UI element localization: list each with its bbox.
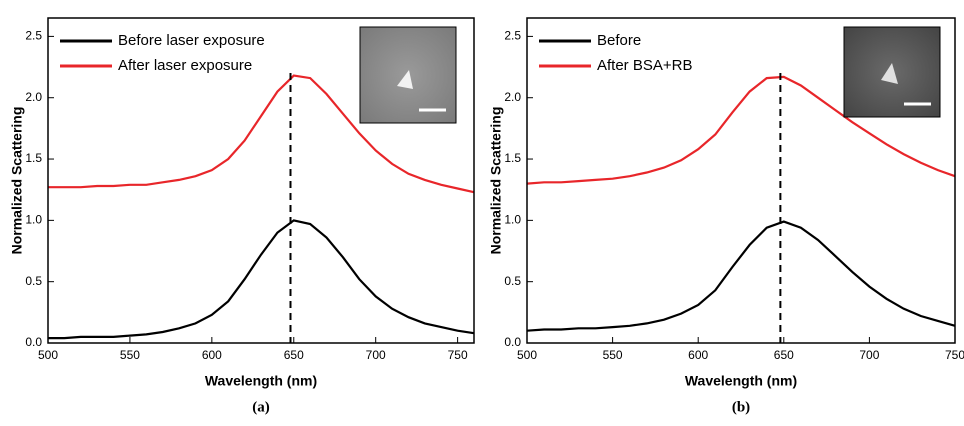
inset-a <box>359 26 457 124</box>
x-tick-label: 550 <box>120 348 140 362</box>
x-tick-label: 700 <box>859 348 879 362</box>
plot-frame <box>47 17 475 344</box>
plot-frame <box>526 17 956 344</box>
series-line <box>526 75 956 185</box>
series-line <box>526 220 956 332</box>
y-tick-label: 2.0 <box>25 90 42 104</box>
caption: (b) <box>732 399 750 415</box>
y-tick-label: 0.5 <box>25 274 42 288</box>
inset-b <box>843 26 941 118</box>
y-tick-label: 0.5 <box>504 274 521 288</box>
caption: (a) <box>252 399 270 415</box>
x-tick-label: 650 <box>284 348 304 362</box>
y-axis-title: Normalized Scattering <box>488 107 504 255</box>
x-tick-label: 600 <box>202 348 222 362</box>
x-tick-label: 500 <box>38 348 58 362</box>
y-tick-label: 0.0 <box>25 335 42 349</box>
x-tick-label: 550 <box>603 348 623 362</box>
x-tick-label: 600 <box>688 348 708 362</box>
legend-label: Before laser exposure <box>118 32 265 49</box>
y-tick-label: 0.0 <box>504 335 521 349</box>
y-tick-label: 1.5 <box>504 151 521 165</box>
y-axis-title: Normalized Scattering <box>9 107 25 255</box>
y-tick-label: 1.0 <box>25 213 42 227</box>
y-tick-label: 1.5 <box>25 151 42 165</box>
x-tick-label: 700 <box>366 348 386 362</box>
x-tick-label: 650 <box>774 348 794 362</box>
y-tick-label: 1.0 <box>504 213 521 227</box>
x-axis-title: Wavelength (nm) <box>685 373 797 389</box>
y-tick-label: 2.5 <box>504 29 521 43</box>
legend-label: After BSA+RB <box>597 57 692 74</box>
y-tick-label: 2.5 <box>25 29 42 43</box>
legend-label: After laser exposure <box>118 57 252 74</box>
y-tick-label: 2.0 <box>504 90 521 104</box>
series-line <box>48 219 475 340</box>
series-line <box>48 74 475 194</box>
legend-label: Before <box>597 32 641 49</box>
x-tick-label: 500 <box>517 348 537 362</box>
x-tick-label: 750 <box>945 348 964 362</box>
x-axis-title: Wavelength (nm) <box>205 373 317 389</box>
x-tick-label: 750 <box>448 348 468 362</box>
